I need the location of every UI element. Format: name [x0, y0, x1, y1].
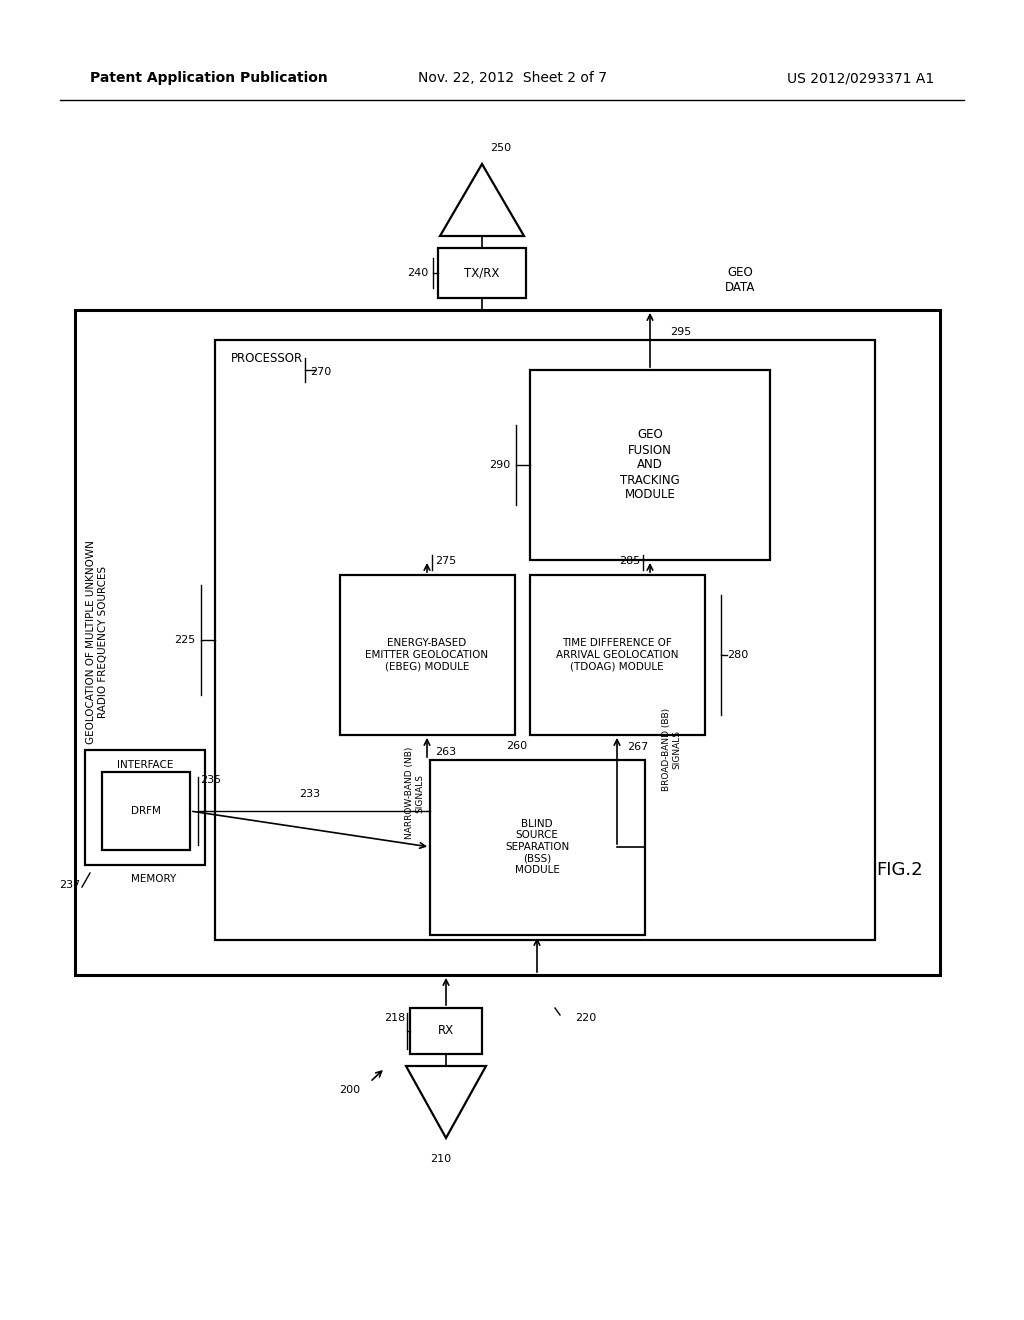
- Text: 233: 233: [299, 789, 321, 799]
- Bar: [215, 341, 874, 940]
- Text: 237: 237: [58, 880, 80, 890]
- Text: GEO
DATA: GEO DATA: [725, 267, 756, 294]
- Bar: [530, 576, 705, 735]
- Text: BROAD-BAND (BB)
SIGNALS: BROAD-BAND (BB) SIGNALS: [663, 708, 682, 791]
- Text: 220: 220: [575, 1012, 596, 1023]
- Text: 250: 250: [490, 143, 511, 153]
- Text: RX: RX: [438, 1024, 454, 1038]
- Bar: [85, 750, 205, 865]
- Text: 290: 290: [488, 459, 510, 470]
- Bar: [102, 772, 190, 850]
- Text: 275: 275: [435, 556, 457, 566]
- Text: 200: 200: [339, 1085, 360, 1096]
- Text: 267: 267: [627, 742, 648, 752]
- Text: 210: 210: [430, 1154, 452, 1164]
- Text: Nov. 22, 2012  Sheet 2 of 7: Nov. 22, 2012 Sheet 2 of 7: [418, 71, 606, 84]
- Text: NARROW-BAND (NB)
SIGNALS: NARROW-BAND (NB) SIGNALS: [406, 747, 425, 840]
- Text: TIME DIFFERENCE OF
ARRIVAL GEOLOCATION
(TDOAG) MODULE: TIME DIFFERENCE OF ARRIVAL GEOLOCATION (…: [556, 639, 678, 672]
- Bar: [438, 248, 526, 298]
- Text: DRFM: DRFM: [131, 807, 161, 816]
- Text: INTERFACE: INTERFACE: [117, 760, 173, 770]
- Text: GEOLOCATION OF MULTIPLE UNKNOWN
RADIO FREQUENCY SOURCES: GEOLOCATION OF MULTIPLE UNKNOWN RADIO FR…: [86, 540, 108, 744]
- Text: 235: 235: [200, 775, 221, 785]
- Text: 285: 285: [618, 556, 640, 566]
- Bar: [430, 760, 645, 935]
- Text: PROCESSOR: PROCESSOR: [231, 351, 303, 364]
- Text: US 2012/0293371 A1: US 2012/0293371 A1: [786, 71, 934, 84]
- Bar: [410, 1008, 482, 1053]
- Text: 218: 218: [384, 1012, 406, 1023]
- Text: 225: 225: [174, 635, 195, 645]
- Text: BLIND
SOURCE
SEPARATION
(BSS)
MODULE: BLIND SOURCE SEPARATION (BSS) MODULE: [505, 818, 569, 875]
- Text: 263: 263: [435, 747, 456, 756]
- Bar: [75, 310, 940, 975]
- Text: GEO
FUSION
AND
TRACKING
MODULE: GEO FUSION AND TRACKING MODULE: [621, 429, 680, 502]
- Text: TX/RX: TX/RX: [464, 267, 500, 280]
- Text: FIG.2: FIG.2: [877, 861, 924, 879]
- Text: Patent Application Publication: Patent Application Publication: [90, 71, 328, 84]
- Text: ENERGY-BASED
EMITTER GEOLOCATION
(EBEG) MODULE: ENERGY-BASED EMITTER GEOLOCATION (EBEG) …: [366, 639, 488, 672]
- Text: MEMORY: MEMORY: [131, 874, 176, 884]
- Bar: [340, 576, 515, 735]
- Text: 240: 240: [407, 268, 428, 279]
- Bar: [530, 370, 770, 560]
- Text: 280: 280: [727, 649, 749, 660]
- Text: 270: 270: [310, 367, 331, 378]
- Text: 260: 260: [507, 741, 527, 751]
- Text: 295: 295: [670, 327, 691, 337]
